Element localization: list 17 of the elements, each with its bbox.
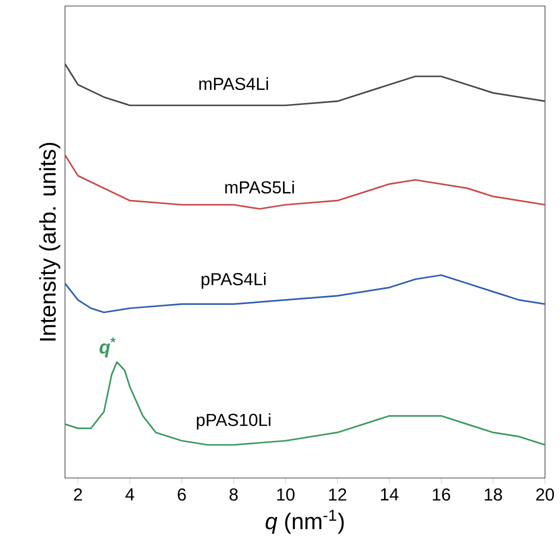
series-label: mPAS4Li (199, 77, 268, 90)
y-axis-title: Intensity (arb. units) (39, 142, 60, 340)
x-tick-label: 12 (329, 488, 346, 501)
x-tick-label: 8 (230, 488, 238, 501)
x-tick-label: 2 (74, 488, 82, 501)
x-tick-label: 20 (536, 488, 554, 501)
x-tick-label: 10 (277, 488, 295, 501)
x-tick-label: 6 (178, 488, 186, 501)
series-label: mPAS5Li (225, 180, 294, 194)
x-tick-label: 16 (432, 488, 450, 501)
series-label: pPAS4Li (202, 272, 266, 289)
x-axis-title: q (nm$^{-1}$) (266, 510, 344, 534)
x-tick-label: 4 (125, 488, 134, 500)
annotation: q$^{*}$ (100, 338, 116, 358)
x-tick-label: 18 (484, 488, 502, 501)
x-tick-label: 14 (381, 488, 398, 500)
series-label: pPAS10Li (196, 413, 270, 430)
